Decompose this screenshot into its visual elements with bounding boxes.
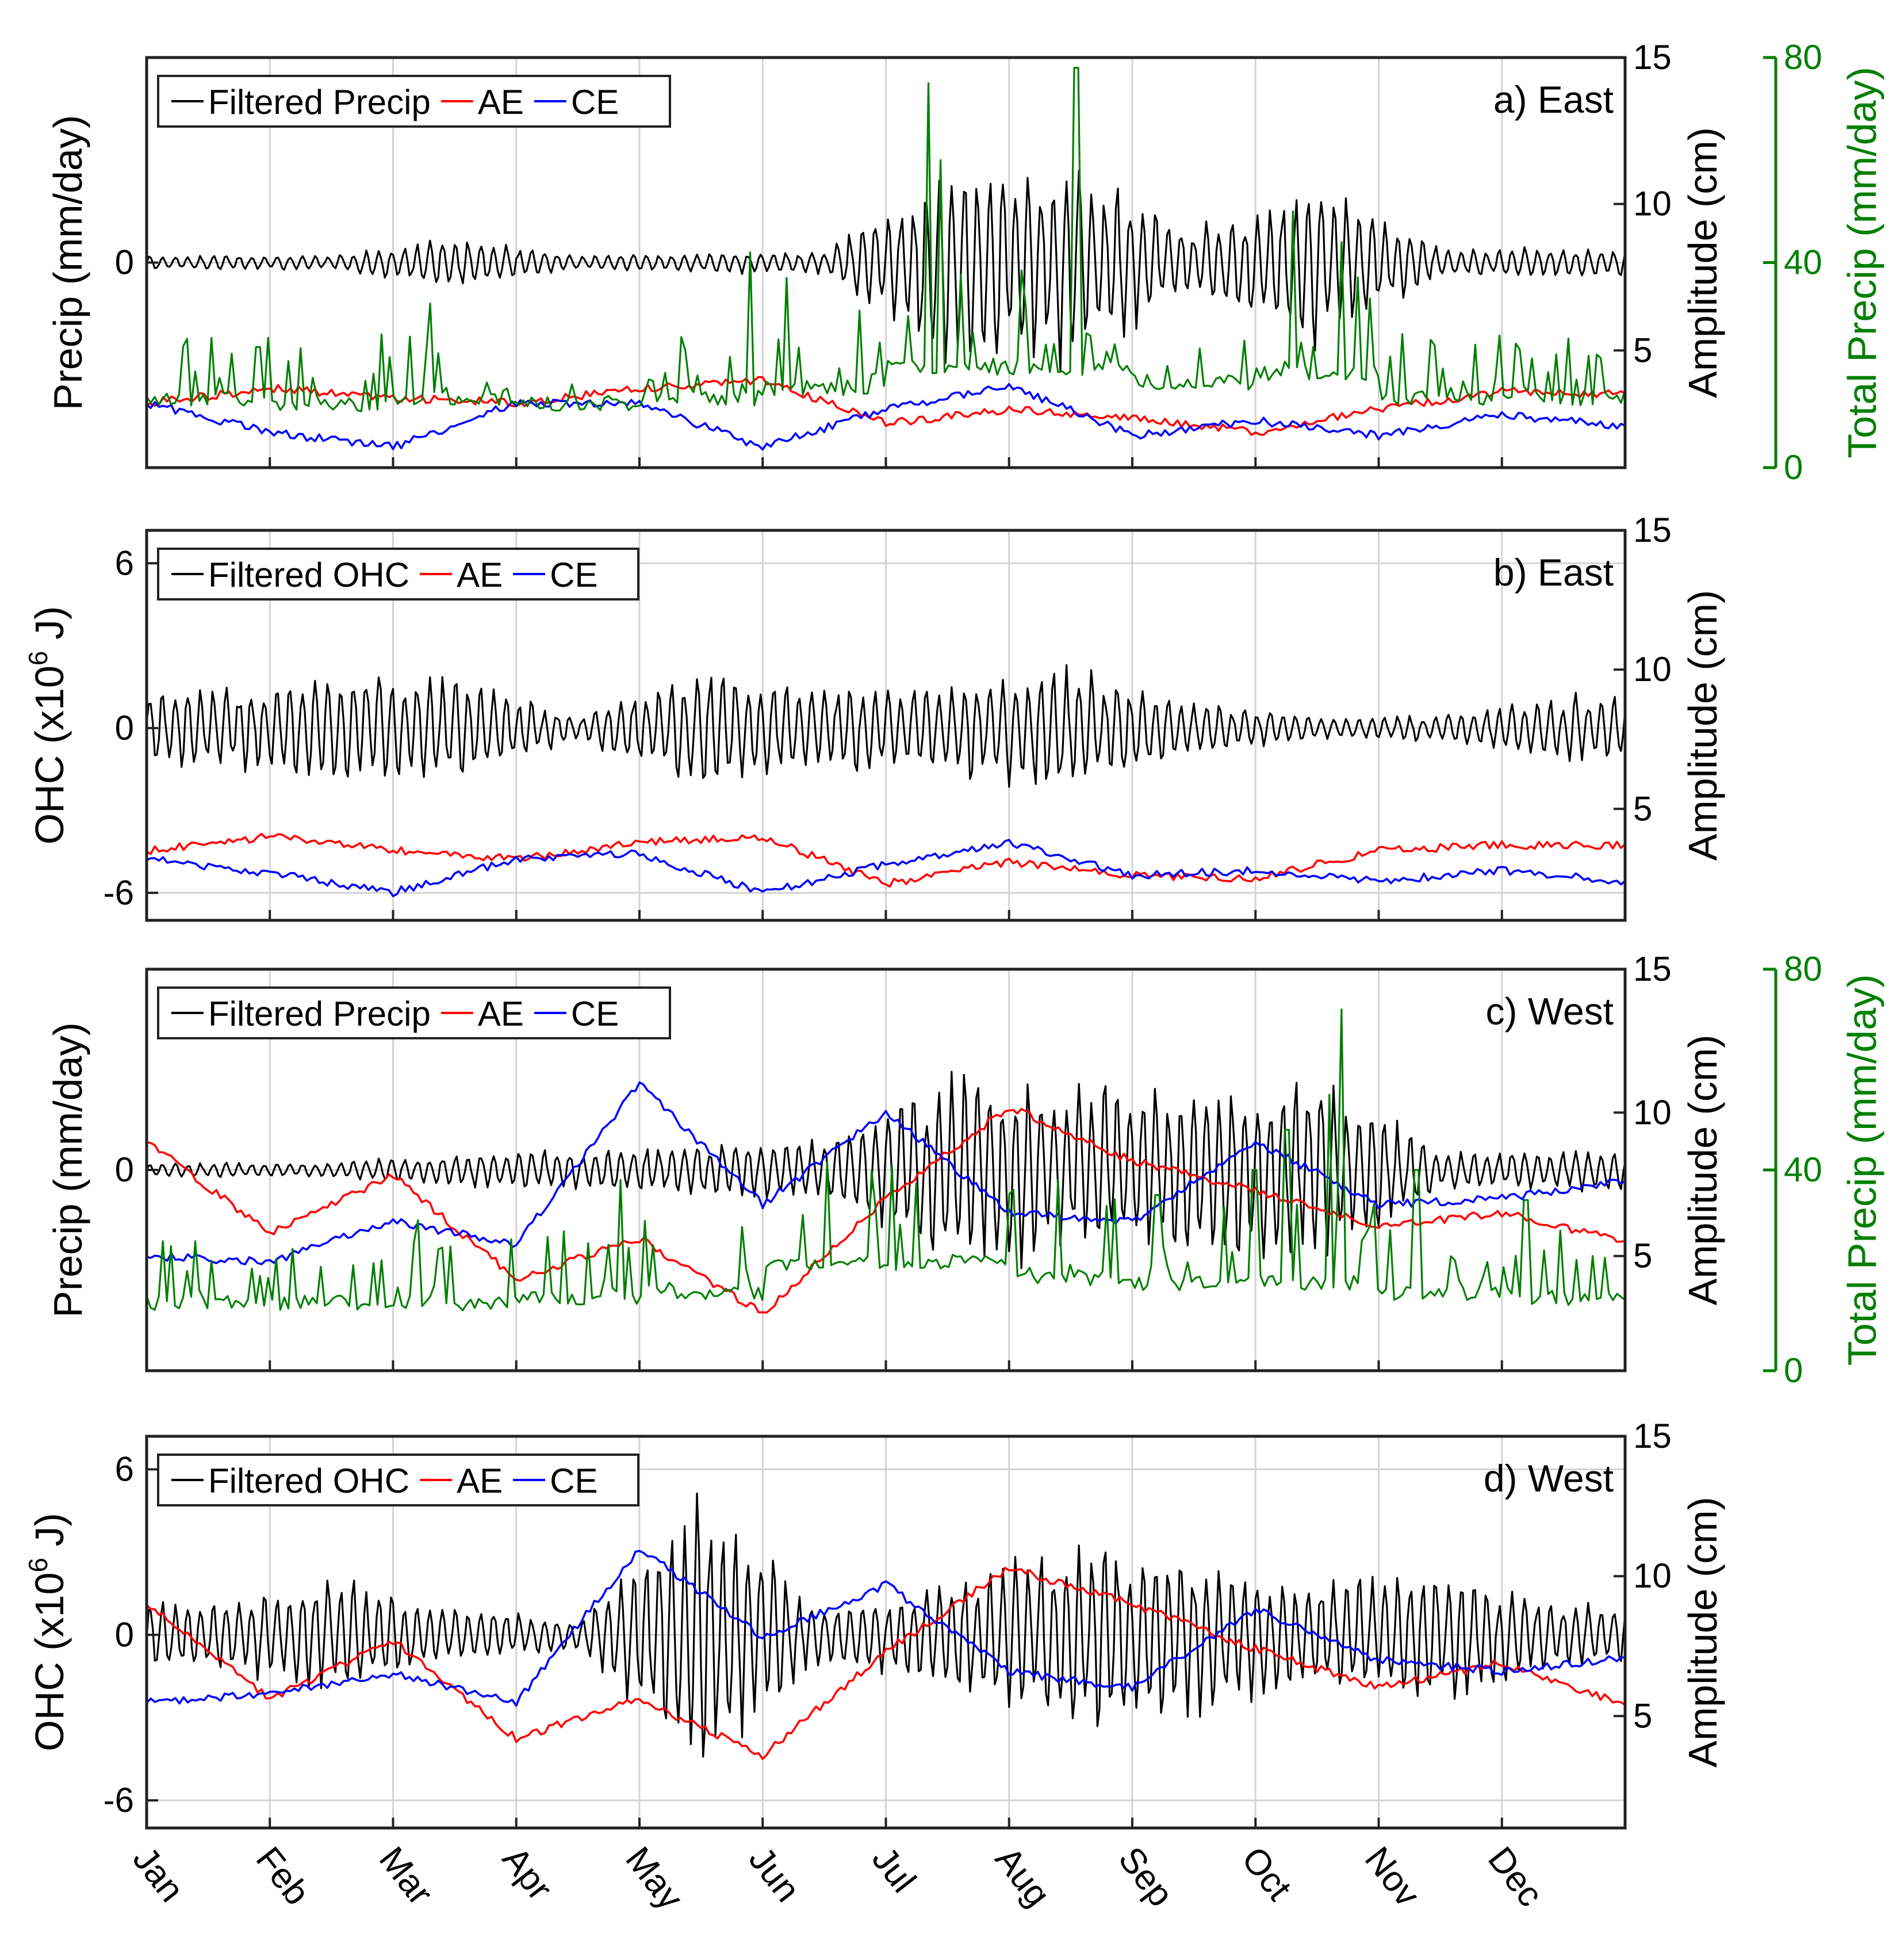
y-tick-label-right: 10: [1633, 185, 1672, 223]
y-tick-label-left: 0: [115, 1150, 134, 1189]
y-tick-label-right2: 40: [1784, 243, 1822, 282]
month-label: Jul: [864, 1839, 924, 1900]
panel-d: 6 0 -6 5 10 15 OHC (x106 J) Amplitude (cm) d) We…: [23, 1417, 1725, 1830]
legend: Filtered OHC AE CE: [157, 1454, 639, 1506]
y-tick-label-right: 10: [1633, 650, 1672, 689]
y-tick-label-right: 15: [1633, 511, 1672, 549]
month-label: Oct: [1234, 1839, 1300, 1907]
y-tick-label-right: 10: [1633, 1093, 1672, 1131]
panel-c: 0 5 10 15 Precip (mm/day) Amplitude (cm) 0 40 80…: [45, 950, 1884, 1390]
y-axis-label-unit: J): [27, 1513, 72, 1558]
legend-box: [157, 75, 671, 128]
legend-label: AE: [457, 1462, 503, 1500]
y-axis-label-left: OHC (x106 J): [23, 606, 72, 845]
legend-label: AE: [457, 556, 503, 594]
legend: Filtered OHC AE CE: [157, 548, 639, 601]
y-tick-label-right: 5: [1633, 789, 1652, 828]
filtered-line: [145, 170, 1626, 373]
panel-title: b) East: [1493, 551, 1614, 594]
y-axis-label-superscript: 6: [23, 1558, 53, 1573]
ce-line: [146, 839, 1626, 897]
y-tick-label-left: -6: [104, 873, 134, 912]
y-axis-label-right: Amplitude (cm): [1680, 1497, 1725, 1768]
total-precip-line: [145, 67, 1626, 412]
month-label: Mar: [371, 1839, 440, 1913]
month-label: Aug: [987, 1839, 1058, 1914]
y-axis-label-right2: Total Precip (mm/day): [1840, 974, 1884, 1366]
y-tick-label-left: 0: [115, 1615, 134, 1654]
legend-label: Filtered OHC: [208, 1462, 409, 1500]
y-axis-label-right: Amplitude (cm): [1680, 590, 1725, 861]
y-tick-label-left: 0: [115, 709, 134, 747]
legend-label: CE: [550, 1462, 597, 1500]
legend: Filtered Precip AE CE: [157, 75, 671, 128]
legend: Filtered Precip AE CE: [157, 986, 671, 1039]
ae-line: [146, 832, 1626, 888]
y-axis-label-left: Precip (mm/day): [45, 115, 90, 410]
y-tick-label-left: 6: [115, 1450, 134, 1489]
ae-line: [146, 1108, 1626, 1314]
legend-label: Filtered Precip: [208, 995, 431, 1033]
y-tick-label-left: 0: [115, 243, 134, 282]
legend-label: AE: [478, 995, 524, 1033]
y-tick-label-right: 10: [1633, 1556, 1672, 1595]
y-tick-label-right: 15: [1633, 1417, 1672, 1455]
y-axis-label-right2: Total Precip (mm/day): [1840, 67, 1884, 458]
y-tick-label-right2: 0: [1784, 448, 1803, 487]
y-tick-label-right2: 0: [1784, 1351, 1803, 1390]
y-tick-label-right: 5: [1633, 1696, 1652, 1735]
y-axis-label-right: Amplitude (cm): [1680, 127, 1725, 398]
ae-line: [145, 1566, 1626, 1760]
y-tick-label-left: -6: [104, 1781, 134, 1819]
month-label: Feb: [248, 1839, 317, 1913]
y-tick-label-right: 15: [1633, 38, 1672, 77]
legend-label: AE: [478, 83, 524, 121]
y-axis-label-unit: J): [27, 606, 72, 651]
y-tick-label-right: 5: [1633, 1237, 1652, 1275]
y-tick-label-right: 15: [1633, 950, 1672, 988]
filtered-line: [145, 664, 1626, 788]
month-label: Jan: [125, 1839, 191, 1909]
month-label: Jun: [741, 1839, 808, 1909]
y-axis-label-right: Amplitude (cm): [1680, 1035, 1725, 1306]
legend-label: CE: [550, 556, 597, 594]
month-label: Apr: [495, 1839, 560, 1908]
panel-a: 0 5 10 15 Precip (mm/day) Amplitude (cm) 0 40 80…: [45, 38, 1884, 487]
total-precip-line: [145, 1008, 1626, 1311]
ce-line: [145, 1550, 1626, 1707]
month-label: Nov: [1357, 1839, 1427, 1914]
legend-label: Filtered OHC: [208, 556, 409, 594]
y-axis-label-superscript: 6: [23, 651, 53, 666]
legend-label: CE: [571, 83, 619, 121]
legend-label: Filtered Precip: [208, 83, 431, 121]
filtered-line: [145, 1492, 1626, 1758]
y-axis-label-left: Precip (mm/day): [45, 1022, 90, 1317]
month-label: Sep: [1110, 1839, 1181, 1914]
panel-title: d) West: [1484, 1457, 1614, 1500]
panel-title: c) West: [1486, 990, 1614, 1032]
y-tick-label-right2: 80: [1784, 38, 1822, 77]
panel-title: a) East: [1493, 78, 1614, 121]
y-tick-label-right2: 40: [1784, 1150, 1822, 1189]
legend-label: CE: [571, 995, 619, 1033]
month-label: Dec: [1480, 1839, 1550, 1914]
filtered-line: [145, 1070, 1626, 1269]
y-axis-label-left: OHC (x106 J): [23, 1513, 72, 1751]
x-axis-month-labels: Jan Feb Mar Apr May Jun Jul Aug Sep Oct Nov Dec: [125, 1839, 1550, 1917]
legend-box: [157, 548, 639, 601]
legend-box: [157, 986, 671, 1039]
y-tick-label-left: 6: [115, 544, 134, 582]
ce-line: [145, 383, 1626, 451]
legend-box: [157, 1454, 639, 1506]
ce-line: [146, 1081, 1626, 1265]
panel-b: 6 0 -6 5 10 15 OHC (x106 J) Amplitude (cm) b) Ea…: [23, 511, 1725, 922]
y-tick-label-right: 5: [1633, 331, 1652, 369]
month-label: May: [618, 1839, 690, 1917]
y-tick-label-right2: 80: [1784, 950, 1822, 988]
